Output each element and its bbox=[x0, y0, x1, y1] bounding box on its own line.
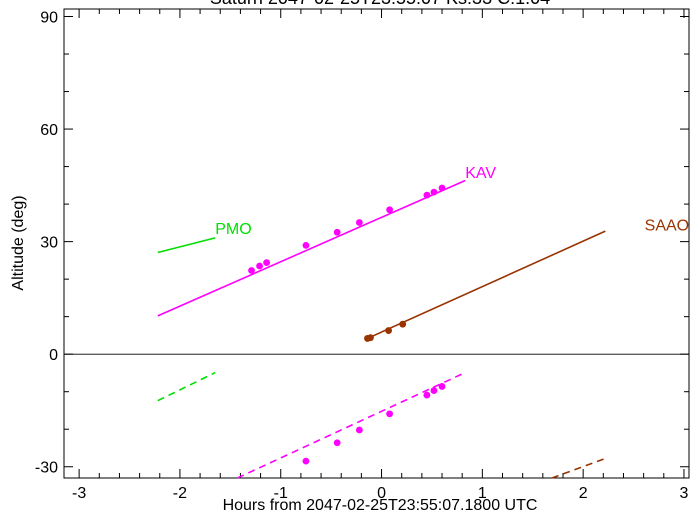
saao-point bbox=[385, 327, 392, 334]
kav-below-point bbox=[430, 387, 438, 394]
kav-point bbox=[302, 241, 310, 249]
kav-point bbox=[248, 267, 255, 274]
series-saao: SAAO bbox=[364, 217, 689, 479]
kav-below-point bbox=[438, 383, 446, 390]
y-tick-label: 60 bbox=[40, 122, 58, 139]
x-tick-label: -2 bbox=[173, 485, 187, 502]
kav-below-horizon-line bbox=[237, 371, 466, 479]
saao-altitude-line bbox=[367, 230, 606, 340]
x-axis-title: Hours from 2047-02-25T23:55:07.1800 UTC bbox=[223, 497, 538, 514]
kav-point bbox=[423, 191, 431, 199]
kav-point bbox=[263, 259, 271, 267]
x-tick-label: 3 bbox=[680, 485, 689, 502]
y-tick-label: -30 bbox=[35, 460, 58, 477]
kav-point bbox=[438, 184, 446, 192]
kav-point bbox=[386, 206, 394, 214]
x-tick-label: 1 bbox=[478, 485, 487, 502]
kav-below-point bbox=[333, 439, 341, 447]
kav-below-point bbox=[423, 391, 431, 399]
kav-below-point bbox=[355, 426, 363, 434]
series-kav: KAV bbox=[157, 165, 496, 479]
x-tick-label: -3 bbox=[72, 485, 86, 502]
plot-frame bbox=[63, 8, 690, 479]
saao-point bbox=[399, 320, 407, 328]
kav-below-point bbox=[386, 410, 394, 418]
axis-tick-labels: -3 -2 -1 0 1 2 3 -30 0 30 60 90 bbox=[35, 10, 689, 502]
pmo-altitude-line bbox=[157, 237, 216, 254]
pmo-below-horizon-line bbox=[157, 371, 216, 402]
kav-point bbox=[355, 219, 363, 226]
saao-below-horizon-line bbox=[551, 457, 606, 479]
x-tick-label: -1 bbox=[274, 485, 288, 502]
series-pmo: PMO bbox=[157, 221, 252, 402]
kav-point bbox=[333, 228, 341, 236]
kav-altitude-line bbox=[157, 179, 466, 317]
x-tick-label: 0 bbox=[377, 485, 386, 502]
axis-ticks bbox=[64, 9, 689, 478]
kav-label: KAV bbox=[465, 165, 496, 182]
pmo-label: PMO bbox=[215, 221, 251, 238]
kav-point bbox=[430, 188, 438, 196]
y-tick-label: 90 bbox=[40, 10, 58, 27]
kav-below-point bbox=[302, 457, 310, 465]
kav-point bbox=[256, 262, 263, 270]
saao-point bbox=[367, 334, 374, 342]
y-tick-label: 0 bbox=[49, 347, 58, 364]
x-tick-label: 2 bbox=[579, 485, 588, 502]
series-group: PMO KAV SAAO bbox=[157, 165, 689, 479]
saao-label: SAAO bbox=[645, 217, 689, 234]
chart-title: Saturn 2047-02-25T23:55:07 Ks:33 C:1.04 bbox=[210, 0, 550, 8]
y-tick-label: 30 bbox=[40, 235, 58, 252]
y-axis-title: Altitude (deg) bbox=[10, 195, 27, 290]
